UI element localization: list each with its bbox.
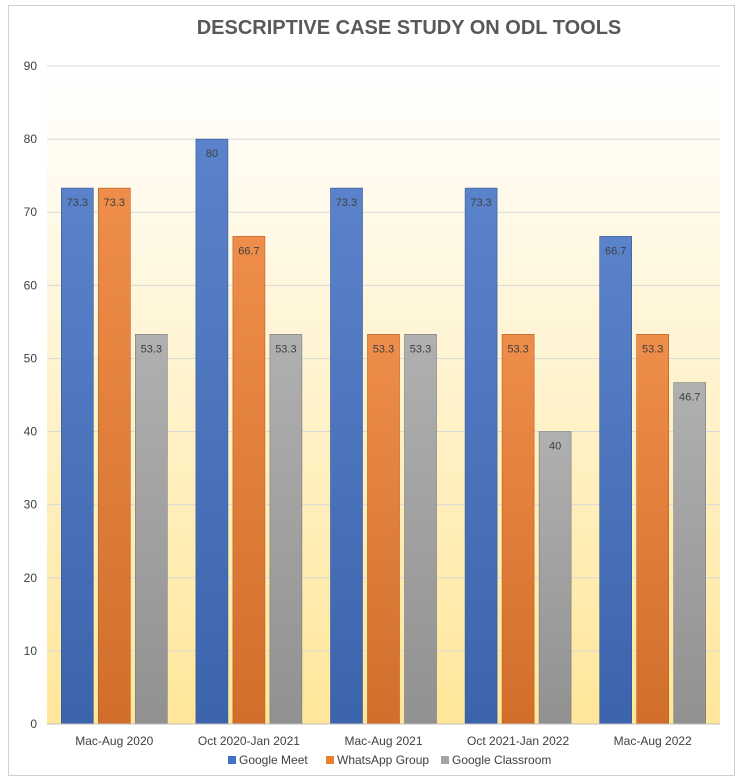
bar-whatsapp-group <box>501 334 535 725</box>
chart-title: DESCRIPTIVE CASE STUDY ON ODL TOOLS <box>197 17 622 39</box>
bar-chart: DESCRIPTIVE CASE STUDY ON ODL TOOLS 73.3… <box>24 17 720 767</box>
legend-label: WhatsApp Group <box>337 753 429 767</box>
y-tick-label: 50 <box>24 351 38 365</box>
y-tick-label: 0 <box>30 717 37 731</box>
data-label: 46.7 <box>679 392 700 404</box>
bar-whatsapp-group <box>636 334 670 725</box>
data-label: 66.7 <box>605 245 626 257</box>
chart-container: DESCRIPTIVE CASE STUDY ON ODL TOOLS 73.3… <box>8 5 735 776</box>
data-label: 73.3 <box>104 197 125 209</box>
data-label: 80 <box>206 148 218 160</box>
data-label: 73.3 <box>67 197 88 209</box>
bar-google-classroom <box>673 382 707 725</box>
data-label: 73.3 <box>336 197 357 209</box>
y-tick-label: 40 <box>24 425 38 439</box>
bar-google-classroom <box>135 334 168 725</box>
y-tick-label: 20 <box>24 571 38 585</box>
y-tick-label: 60 <box>24 278 38 292</box>
data-label: 53.3 <box>507 343 528 355</box>
x-tick-label: Mac-Aug 2022 <box>614 734 692 748</box>
data-label: 53.3 <box>141 343 162 355</box>
legend-swatch <box>326 756 334 764</box>
data-label: 53.3 <box>373 343 394 355</box>
legend-label: Google Meet <box>239 753 308 767</box>
y-tick-label: 90 <box>24 59 38 73</box>
bar-google-meet <box>60 187 94 725</box>
bar-whatsapp-group <box>367 334 400 725</box>
bar-google-classroom <box>269 334 303 725</box>
y-tick-label: 70 <box>24 205 38 219</box>
legend-swatch <box>228 756 236 764</box>
data-label: 53.3 <box>275 343 296 355</box>
legend-label: Google Classroom <box>452 753 551 767</box>
x-tick-label: Oct 2021-Jan 2022 <box>467 734 569 748</box>
bar-google-meet <box>330 187 363 725</box>
bar-google-classroom <box>538 431 572 725</box>
y-tick-label: 80 <box>24 132 38 146</box>
bar-google-meet <box>599 236 633 725</box>
data-label: 40 <box>549 441 561 453</box>
bar-whatsapp-group <box>98 187 131 725</box>
x-tick-label: Oct 2020-Jan 2021 <box>198 734 300 748</box>
bar-google-meet <box>464 187 498 725</box>
y-tick-label: 10 <box>24 644 38 658</box>
data-label: 53.3 <box>410 343 431 355</box>
data-label: 73.3 <box>470 197 491 209</box>
bar-google-classroom <box>404 334 437 725</box>
data-label: 53.3 <box>642 343 663 355</box>
bar-google-meet <box>195 138 229 725</box>
y-tick-label: 30 <box>24 498 38 512</box>
legend-swatch <box>441 756 449 764</box>
data-label: 66.7 <box>238 245 259 257</box>
x-tick-label: Mac-Aug 2021 <box>344 734 422 748</box>
x-tick-label: Mac-Aug 2020 <box>75 734 153 748</box>
bar-whatsapp-group <box>232 236 266 725</box>
